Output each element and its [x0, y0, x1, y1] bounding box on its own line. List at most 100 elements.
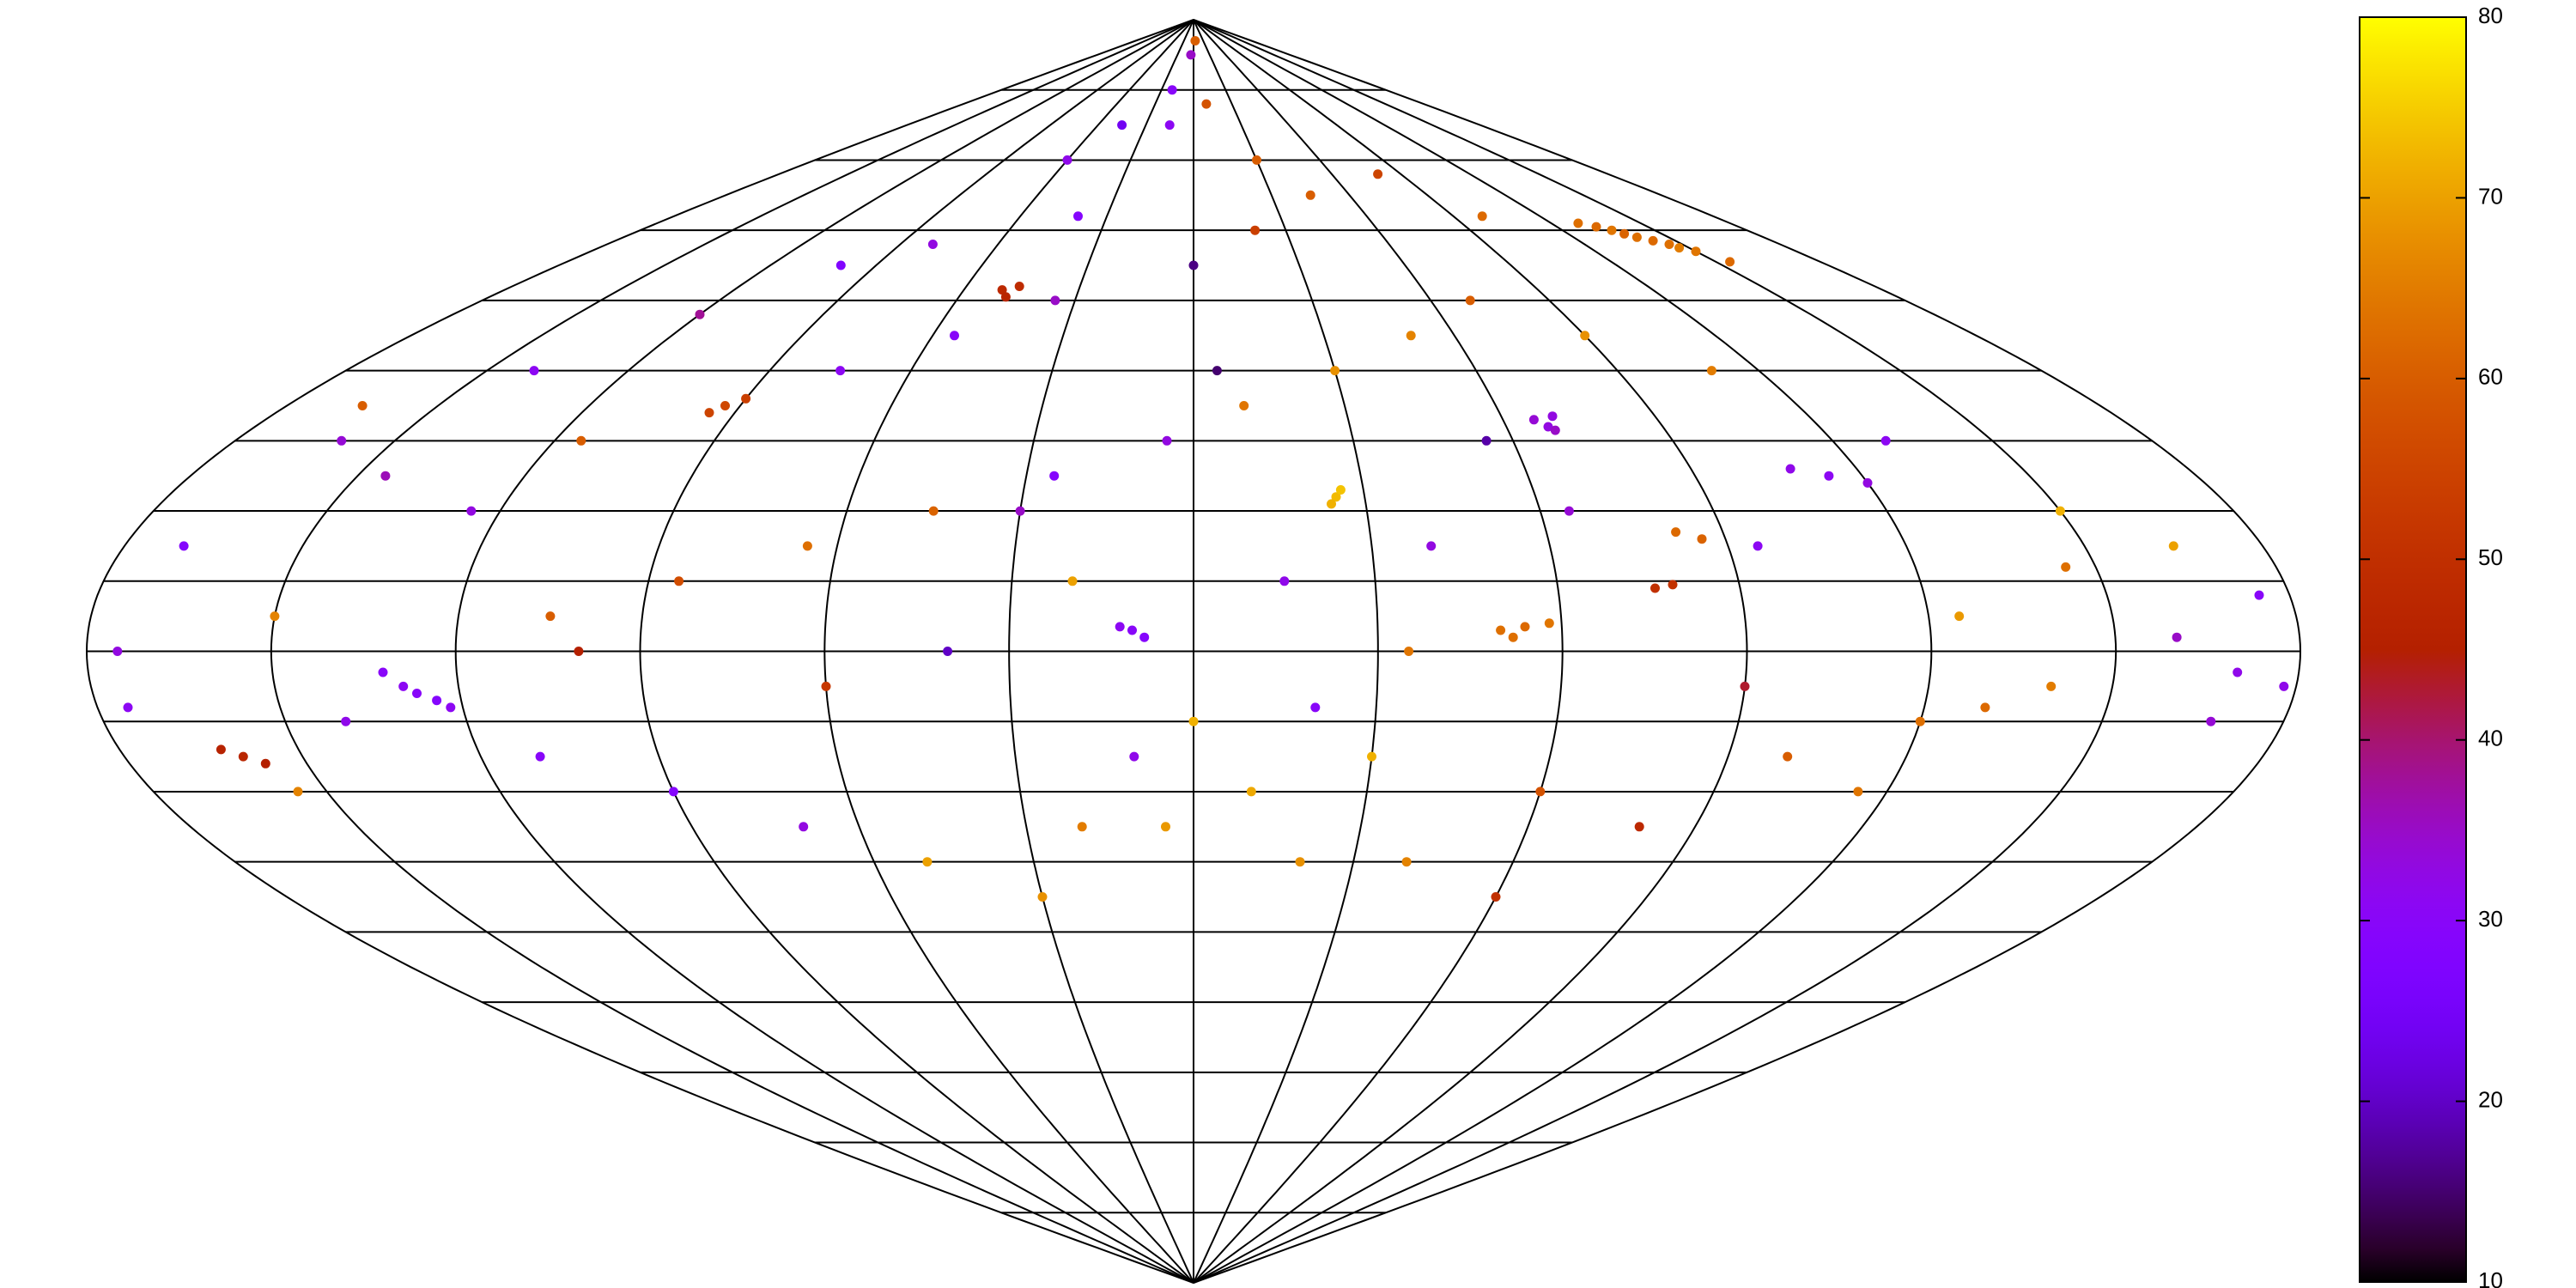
point — [398, 681, 409, 691]
point — [1880, 435, 1891, 446]
point — [1335, 485, 1346, 495]
point — [216, 744, 226, 755]
point — [378, 667, 388, 677]
point — [1824, 471, 1834, 481]
point — [1634, 822, 1644, 832]
point — [412, 689, 422, 698]
point — [1406, 331, 1416, 341]
point — [1915, 716, 1925, 726]
point — [529, 366, 539, 376]
map-grid — [85, 19, 2302, 1284]
point — [1327, 499, 1336, 509]
point — [123, 702, 133, 713]
point — [1783, 751, 1793, 762]
point — [1367, 751, 1376, 762]
point — [1954, 611, 1965, 622]
point — [674, 576, 684, 586]
point — [1631, 232, 1642, 242]
point — [1785, 464, 1795, 474]
point — [1691, 246, 1701, 257]
point — [1117, 120, 1127, 131]
point — [1015, 506, 1025, 516]
point — [1186, 50, 1196, 60]
point — [1544, 618, 1554, 629]
point — [1580, 331, 1590, 341]
point — [2168, 541, 2178, 551]
colorbar-tick-label: 80 — [2478, 3, 2503, 28]
point — [1496, 625, 1506, 635]
colorbar-tick-label: 30 — [2478, 906, 2503, 932]
point — [337, 435, 347, 446]
point — [1067, 576, 1078, 586]
point — [1564, 506, 1574, 516]
point — [1862, 477, 1873, 488]
colorbar-tick-label: 60 — [2478, 364, 2503, 390]
point — [1050, 295, 1060, 306]
point — [1014, 282, 1024, 291]
point — [576, 435, 586, 446]
point — [1401, 857, 1412, 867]
point — [1201, 99, 1212, 109]
point — [1305, 190, 1315, 200]
point — [1073, 211, 1083, 222]
point — [574, 647, 584, 656]
point — [179, 541, 189, 551]
point — [380, 471, 391, 481]
point — [799, 822, 809, 832]
point — [835, 366, 846, 376]
point — [1591, 222, 1601, 232]
point — [2254, 590, 2264, 600]
point — [1697, 534, 1707, 544]
point — [1648, 235, 1658, 246]
point — [1127, 625, 1137, 635]
point — [1668, 580, 1678, 590]
point — [2046, 681, 2057, 691]
point — [270, 611, 280, 622]
point — [2061, 562, 2071, 572]
point — [1853, 787, 1863, 797]
point — [1062, 155, 1072, 165]
point — [1330, 366, 1340, 376]
point — [1740, 681, 1750, 691]
point — [1664, 240, 1674, 249]
point — [535, 751, 545, 762]
point — [1250, 225, 1261, 235]
point — [1295, 857, 1305, 867]
colorbar-tick-label: 20 — [2478, 1086, 2503, 1112]
point — [432, 696, 442, 706]
point — [1477, 211, 1487, 222]
point — [2172, 632, 2182, 642]
point — [1246, 787, 1256, 797]
colorbar: 10 20 30 40 50 60 70 80 — [2359, 3, 2503, 1288]
point — [1528, 415, 1539, 425]
point — [1465, 295, 1475, 306]
point — [821, 681, 831, 691]
point — [1139, 632, 1150, 642]
point — [1162, 435, 1172, 446]
point — [1188, 716, 1199, 726]
point — [238, 751, 248, 762]
point — [2233, 667, 2243, 677]
point — [1535, 787, 1546, 797]
point — [802, 541, 812, 551]
point — [341, 716, 351, 726]
point — [2279, 681, 2289, 691]
point — [928, 506, 939, 516]
point — [357, 401, 368, 410]
point — [112, 647, 123, 656]
point — [293, 787, 303, 797]
point — [1607, 225, 1617, 235]
point — [1252, 155, 1261, 165]
point — [1000, 292, 1011, 302]
point — [1077, 822, 1087, 832]
point — [1650, 583, 1660, 593]
point — [1310, 702, 1321, 713]
point — [1725, 257, 1735, 267]
point — [1706, 366, 1716, 376]
point — [1753, 541, 1763, 551]
point — [1373, 169, 1383, 179]
point — [950, 331, 959, 341]
point — [1573, 218, 1583, 228]
